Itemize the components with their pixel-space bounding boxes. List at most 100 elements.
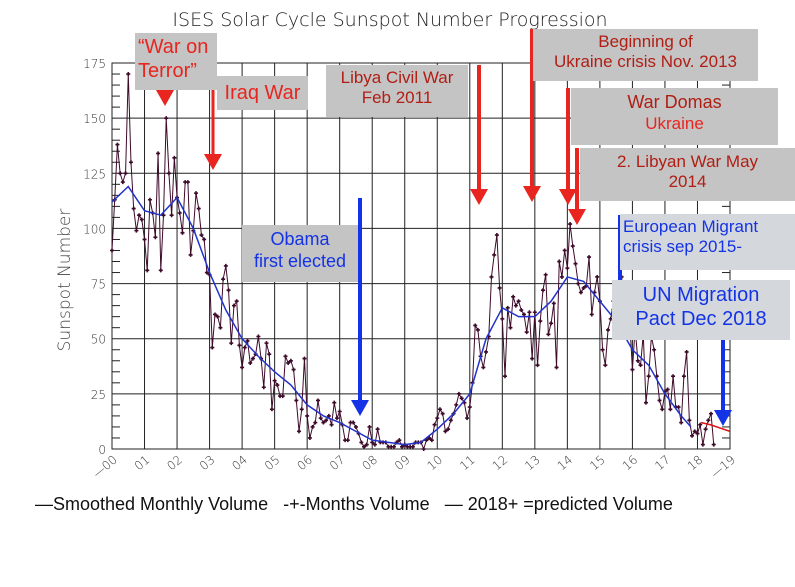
annotation-war-domas: War Domas Ukraine (571, 88, 778, 145)
monthly-data-point (185, 180, 190, 185)
monthly-data-point (234, 299, 239, 304)
monthly-data-point (272, 378, 277, 383)
monthly-data-point (437, 407, 442, 412)
monthly-data-point (703, 427, 708, 432)
x-tick-label: 08 (359, 453, 380, 474)
monthly-data-point (679, 420, 684, 425)
monthly-data-point (657, 398, 662, 403)
monthly-data-point (166, 171, 171, 176)
monthly-data-point (603, 363, 608, 368)
monthly-data-point (524, 330, 529, 335)
x-tick-label: 05 (262, 453, 283, 474)
monthly-data-point (595, 274, 600, 279)
monthly-data-point (435, 416, 440, 421)
monthly-data-point (429, 438, 434, 443)
monthly-data-point (511, 294, 516, 299)
monthly-data-point (242, 345, 247, 350)
monthly-data-point (698, 422, 703, 427)
monthly-data-point (194, 191, 199, 196)
monthly-data-point (587, 255, 592, 260)
chart-title: ISES Solar Cycle Sunspot Number Progress… (172, 9, 607, 31)
monthly-data-point (310, 424, 315, 429)
monthly-data-point (565, 266, 570, 271)
monthly-data-point (646, 374, 651, 379)
monthly-data-point (261, 385, 266, 390)
monthly-data-point (668, 407, 673, 412)
monthly-data-point (326, 413, 331, 418)
x-tick-label: 10 (424, 453, 445, 474)
monthly-data-point (237, 343, 242, 348)
monthly-data-point (137, 213, 142, 218)
monthly-data-point (549, 321, 554, 326)
monthly-data-point (508, 325, 513, 330)
monthly-data-point (199, 233, 204, 238)
monthly-data-point (196, 206, 201, 211)
ukraine-crisis-arrow-arrowhead-icon (523, 186, 541, 202)
monthly-data-point (660, 407, 665, 412)
x-tick-label: 18 (685, 453, 706, 474)
monthly-data-point (240, 365, 245, 370)
monthly-data-point (410, 444, 415, 449)
monthly-data-point (248, 360, 253, 365)
x-tick-label: 06 (294, 453, 315, 474)
annotation-un-pact: UN Migration Pact Dec 2018 (612, 280, 790, 340)
monthly-data-point (538, 319, 543, 324)
monthly-data-point (264, 341, 269, 346)
monthly-data-point (467, 405, 472, 410)
annotation-text: first elected (253, 250, 347, 271)
monthly-data-point (299, 407, 304, 412)
x-tick-label: 17 (652, 453, 673, 474)
monthly-data-point (692, 429, 697, 434)
monthly-data-point (297, 429, 302, 434)
x-tick-label: 09 (392, 453, 413, 474)
monthly-data-point (630, 367, 635, 372)
annotation-text: Feb 2011 (361, 88, 433, 108)
monthly-data-point (288, 358, 293, 363)
monthly-data-point (359, 440, 364, 445)
monthly-data-point (540, 288, 545, 293)
monthly-data-point (459, 396, 464, 401)
monthly-data-point (337, 409, 342, 414)
x-tick-label: 03 (197, 453, 218, 474)
monthly-data-point (570, 244, 575, 249)
obama-arrow-arrowhead-icon (351, 400, 369, 416)
monthly-data-point (256, 334, 261, 339)
monthly-data-point (446, 427, 451, 432)
monthly-data-point (120, 180, 125, 185)
monthly-data-point (161, 213, 166, 218)
monthly-data-point (481, 365, 486, 370)
monthly-data-point (400, 444, 405, 449)
x-tick-label: 02 (164, 453, 185, 474)
monthly-data-point (505, 305, 510, 310)
monthly-data-point (362, 444, 367, 449)
libya-civil-war-arrow-arrowhead-icon (470, 189, 488, 205)
monthly-data-point (643, 400, 648, 405)
monthly-data-point (454, 402, 459, 407)
annotation-text: Ukraine (645, 113, 704, 133)
monthly-data-point (554, 365, 559, 370)
monthly-data-point (456, 391, 461, 396)
iraq-war-arrow-arrowhead-icon (204, 154, 222, 170)
monthly-data-point (275, 383, 280, 388)
annotation-obama: Obama first elected (242, 225, 358, 282)
monthly-data-point (218, 325, 223, 330)
annotation-text: War Domas (627, 92, 722, 112)
monthly-data-point (245, 338, 250, 343)
monthly-data-point (370, 440, 375, 445)
monthly-data-point (324, 418, 329, 423)
monthly-data-point (578, 290, 583, 295)
annotation-text: Pact Dec 2018 (635, 308, 767, 330)
monthly-data-point (172, 155, 177, 160)
libyan-war-arrow-arrowhead-icon (568, 209, 586, 225)
monthly-data-point (665, 387, 670, 392)
y-tick-label: 50 (91, 333, 106, 347)
annotation-text: Obama (270, 229, 330, 249)
monthly-data-point (164, 116, 169, 121)
y-tick-label: 25 (91, 388, 106, 402)
monthly-data-point (473, 323, 478, 328)
monthly-data-point (576, 281, 581, 286)
monthly-data-point (695, 431, 700, 436)
monthly-data-point (391, 444, 396, 449)
monthly-data-point (606, 327, 611, 332)
x-tick-label: 14 (555, 453, 576, 474)
